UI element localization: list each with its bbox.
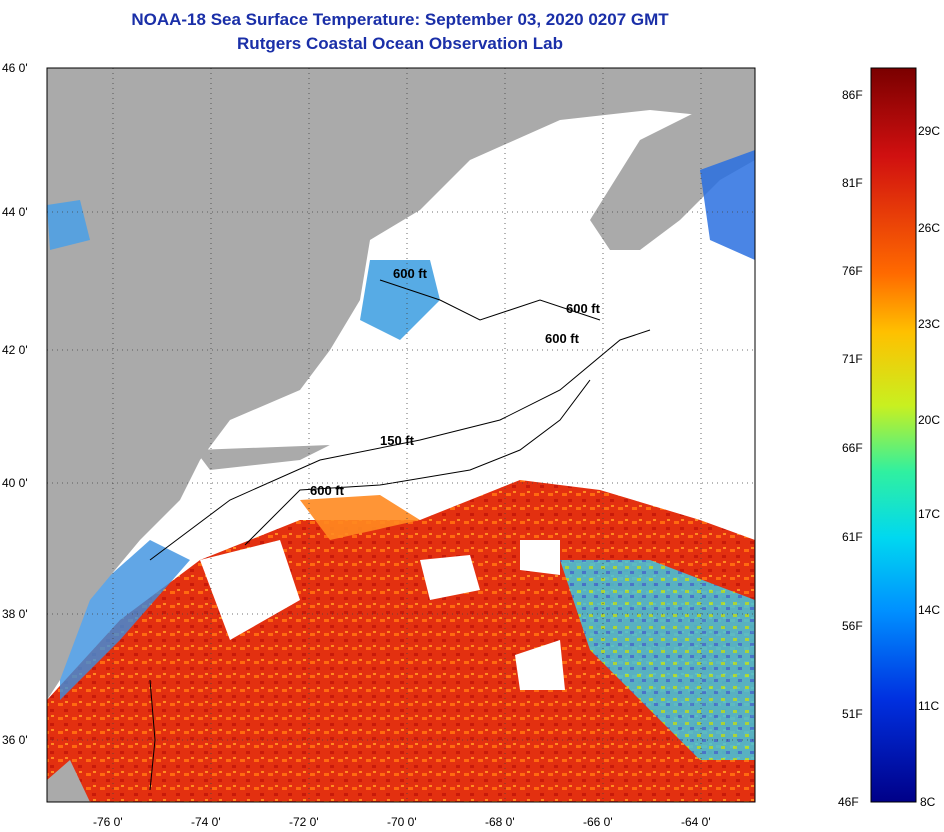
map-subtitle: Rutgers Coastal Ocean Observation Lab [237, 34, 563, 53]
lon-label: -70 0' [387, 815, 417, 829]
lat-label: 36 0' [2, 733, 28, 747]
lat-label: 40 0' [2, 476, 28, 490]
contour-label: 600 ft [545, 331, 580, 346]
contour-label: 600 ft [310, 483, 345, 498]
colorbar-f-label: 56F [842, 619, 863, 633]
colorbar-f-label: 86F [842, 88, 863, 102]
map-field [47, 68, 755, 802]
colorbar-f-label: 46F [838, 795, 859, 809]
colorbar-f-label: 76F [842, 264, 863, 278]
lon-label: -68 0' [485, 815, 515, 829]
lat-label: 46 0' [2, 61, 28, 75]
land-nova-scotia [590, 110, 755, 250]
contour-label: 150 ft [380, 433, 415, 448]
colorbar-f-label: 66F [842, 441, 863, 455]
colorbar-c-label: 11C [918, 699, 939, 713]
lon-label: -76 0' [93, 815, 123, 829]
lat-label: 44 0' [2, 205, 28, 219]
lat-label: 42 0' [2, 343, 28, 357]
colorbar-f-label: 61F [842, 530, 863, 544]
cool-water-region [560, 560, 755, 760]
colorbar-f-label: 71F [842, 352, 863, 366]
map-title: NOAA-18 Sea Surface Temperature: Septemb… [131, 10, 669, 29]
temperature-colorbar: 86F 81F 76F 71F 66F 61F 56F 51F 46F 29C … [838, 67, 940, 809]
lon-label: -74 0' [191, 815, 221, 829]
colorbar-c-label: 26C [918, 221, 940, 235]
lat-label: 38 0' [2, 607, 28, 621]
colorbar-c-label: 23C [918, 317, 940, 331]
colorbar-c-label: 29C [918, 124, 940, 138]
lon-label: -72 0' [289, 815, 319, 829]
colorbar-f-label: 81F [842, 176, 863, 190]
land-mainland [47, 68, 755, 700]
colorbar-c-label: 8C [920, 795, 936, 809]
colorbar-c-label: 17C [918, 507, 940, 521]
lon-label: -66 0' [583, 815, 613, 829]
colorbar-c-label: 20C [918, 413, 940, 427]
lon-label: -64 0' [681, 815, 711, 829]
colorbar-c-label: 14C [918, 603, 940, 617]
contour-label: 600 ft [566, 301, 601, 316]
colorbar-f-label: 51F [842, 707, 863, 721]
contour-label: 600 ft [393, 266, 428, 281]
